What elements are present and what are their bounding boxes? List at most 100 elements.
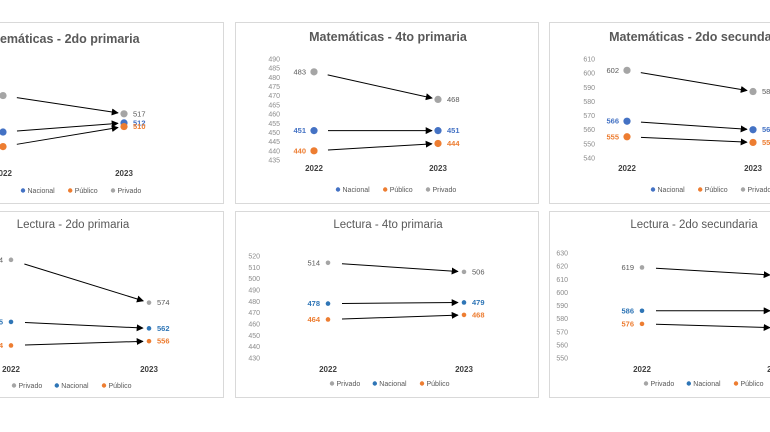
series-arrow-privado (640, 72, 748, 93)
data-label-publico-2023: 444 (447, 139, 460, 148)
x-tick-label: 2022 (633, 365, 651, 374)
y-tick-label: 590 (583, 85, 595, 92)
data-label-publico-2022: 464 (307, 315, 320, 324)
y-tick-label: 600 (583, 71, 595, 78)
legend-marker-publico (383, 187, 388, 192)
y-tick-label: 490 (268, 57, 280, 64)
legend-label-nacional: Nacional (379, 381, 407, 388)
legend-label-privado: Privado (19, 383, 43, 390)
point-nacional-2023 (461, 300, 467, 305)
point-privado-2022 (623, 66, 631, 74)
y-tick-label: 570 (583, 113, 595, 120)
legend-label-privado: Privado (433, 187, 457, 194)
data-label-nacional-2023: 562 (157, 324, 170, 333)
point-privado-2023 (434, 95, 442, 103)
y-tick-label: 600 (556, 290, 568, 297)
x-tick-label: 2022 (2, 365, 20, 374)
data-label-publico-2023: 556 (157, 337, 170, 346)
point-nacional-2023 (749, 126, 757, 134)
series-arrow-nacional (16, 120, 119, 132)
point-privado-2023 (749, 87, 757, 96)
point-publico-2022 (0, 143, 7, 151)
y-tick-label: 485 (268, 66, 280, 73)
data-label-publico-2022: 554 (0, 341, 4, 350)
point-nacional-2022 (639, 308, 645, 314)
data-label-publico-2022: 576 (621, 319, 634, 328)
y-tick-label: 560 (583, 127, 595, 134)
chart-panel-mat-2do-secundaria: Matemáticas - 2do secundaria 540 550 560 570… (549, 22, 770, 204)
y-tick-label: 490 (248, 288, 260, 295)
legend-label-publico: Público (390, 187, 413, 194)
y-tick-label: 500 (248, 276, 260, 283)
chart-panel-lec-2do-primaria: Lectura - 2do primaria 2022 2023 594 574 565 5… (0, 211, 224, 398)
x-tick-label: 2023 (744, 164, 762, 173)
legend-label-privado: Privado (337, 381, 361, 388)
y-tick-label: 440 (248, 344, 260, 351)
series-arrow-publico (341, 311, 459, 320)
point-publico-2022 (8, 343, 14, 348)
chart-svg: Matemáticas - 2do primaria20222023507512… (0, 32, 146, 195)
legend-marker-privado (643, 381, 649, 386)
point-publico-2023 (120, 122, 128, 131)
chart-title: Lectura - 2do primaria (17, 219, 130, 231)
y-tick-label: 480 (268, 75, 280, 82)
point-privado-2023 (120, 110, 128, 118)
chart-svg: Matemáticas - 4to primaria 435 440 445 450 45… (268, 30, 468, 194)
data-label-nacional-2023: 451 (447, 126, 460, 135)
legend-label-publico: Público (75, 188, 98, 195)
chart-panel-lec-4to-primaria: Lectura - 4to primaria 430 440 450 460 470 480… (235, 211, 539, 398)
y-tick-label: 540 (583, 156, 595, 163)
series-arrow-publico (327, 140, 433, 151)
data-label-nacional-2022: 566 (606, 117, 619, 126)
legend-label-nacional: Nacional (28, 188, 56, 195)
legend-label-publico: Público (427, 381, 450, 388)
y-tick-label: 550 (583, 141, 595, 148)
x-tick-label: 2023 (115, 169, 133, 178)
x-tick-label: 2022 (618, 164, 636, 173)
legend-marker-publico (101, 383, 107, 388)
data-label-nacional-2022: 451 (293, 126, 306, 135)
y-tick-label: 590 (556, 303, 568, 310)
series-arrow-nacional (24, 322, 144, 332)
data-label-nacional-2022: 565 (0, 317, 3, 326)
legend-marker-publico (733, 381, 739, 386)
legend-label-privado: Privado (118, 188, 142, 195)
data-label-publico-2023: 468 (472, 310, 485, 319)
point-nacional-2022 (623, 117, 631, 125)
legend-label-nacional: Nacional (693, 381, 721, 388)
point-nacional-2022 (325, 301, 331, 306)
series-arrow-publico (655, 323, 770, 331)
legend-label-nacional: Nacional (343, 187, 371, 194)
series-arrow-privado (655, 267, 770, 279)
y-tick-label: 465 (268, 102, 280, 109)
x-tick-label: 2023 (429, 164, 447, 173)
y-tick-label: 470 (248, 310, 260, 317)
chart-panel-lec-2do-secundaria: Lectura - 2do secundaria 550 560 570 580 590 6… (549, 211, 770, 398)
chart-svg: Lectura - 2do secundaria 550 560 570 580 590 6… (556, 219, 770, 388)
y-tick-label: 435 (268, 158, 280, 165)
chart-svg: Lectura - 2do primaria 2022 2023 594 574 565 5… (0, 219, 170, 390)
data-label-publico-2022: 440 (293, 146, 306, 155)
data-label-publico-2023: 510 (133, 122, 146, 131)
series-arrow-nacional (341, 299, 459, 307)
data-label-privado-2023: 506 (472, 267, 485, 276)
legend-label-privado: Privado (748, 187, 770, 194)
legend-label-nacional: Nacional (658, 187, 686, 194)
point-nacional-2022 (0, 128, 7, 136)
y-tick-label: 475 (268, 84, 280, 91)
series-arrow-nacional (640, 121, 748, 133)
point-publico-2023 (434, 139, 442, 148)
data-label-privado-2023: 468 (447, 95, 460, 104)
series-arrow-publico (640, 136, 748, 146)
legend-marker-nacional (372, 381, 377, 386)
legend-marker-nacional (20, 188, 26, 193)
legend-marker-nacional (335, 187, 341, 192)
x-tick-label: 2022 (319, 365, 337, 374)
y-tick-label: 610 (556, 277, 568, 284)
point-publico-2023 (461, 312, 467, 318)
y-tick-label: 510 (248, 265, 260, 272)
y-tick-label: 460 (268, 112, 280, 119)
y-tick-label: 455 (268, 121, 280, 128)
point-publico-2022 (623, 133, 631, 141)
point-nacional-2023 (434, 127, 442, 135)
